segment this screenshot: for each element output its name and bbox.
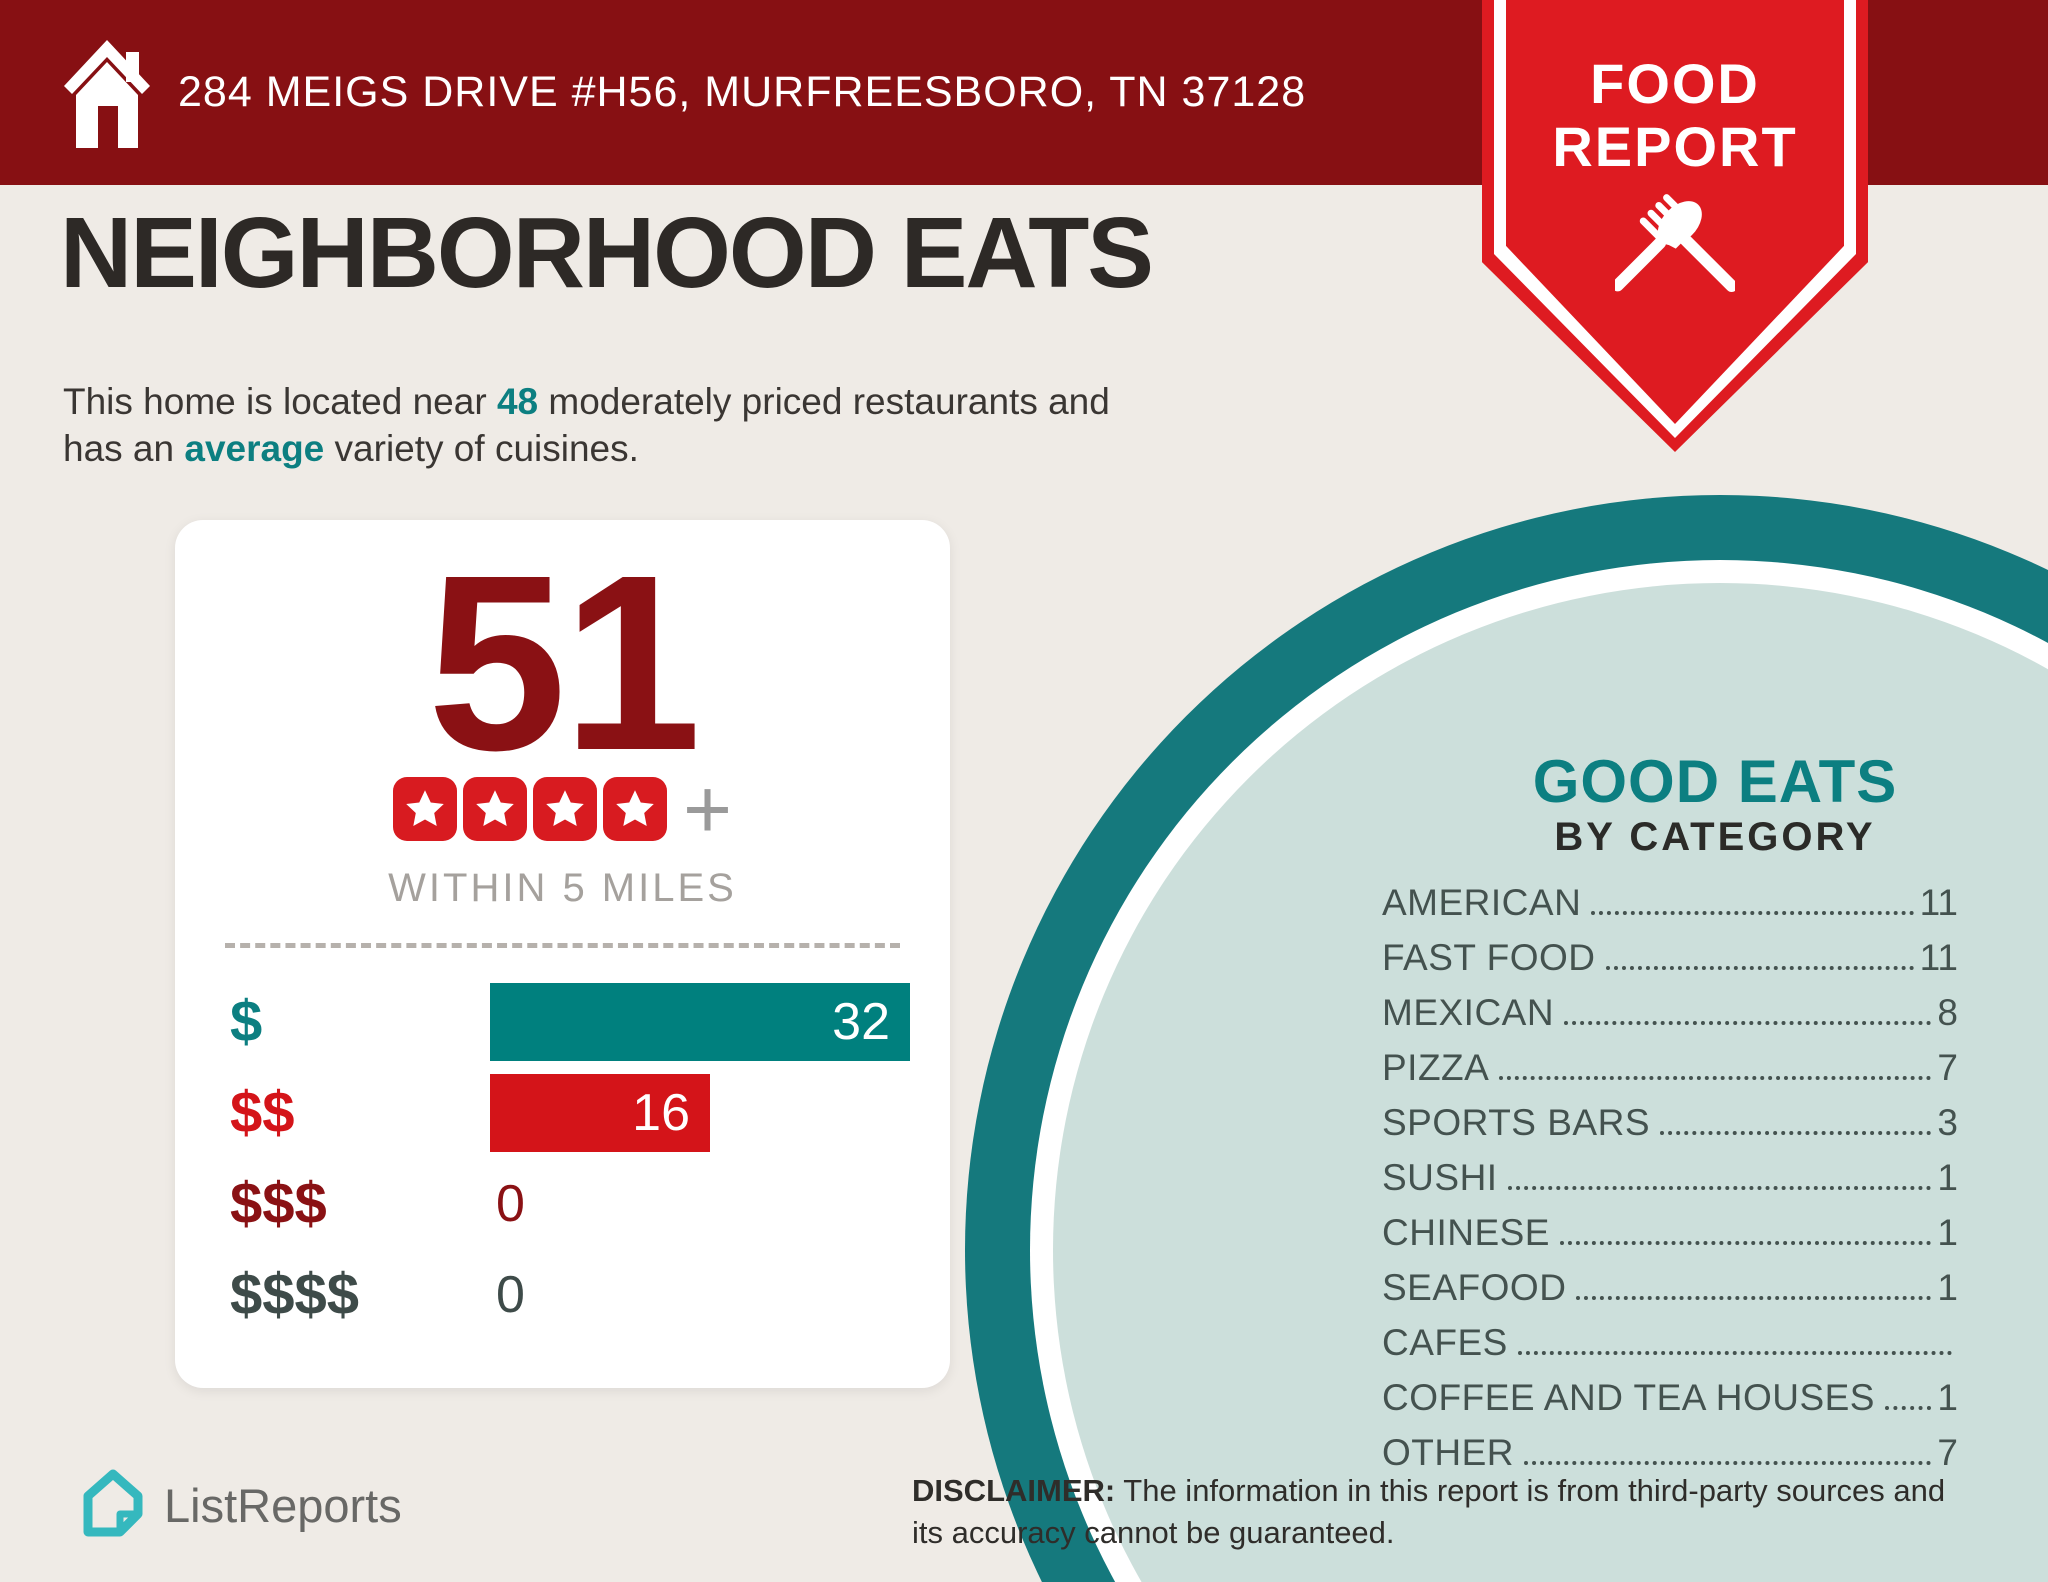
category-row: PIZZA 7 (1382, 1047, 1958, 1102)
price-tier-label: $$ (230, 1080, 295, 1145)
category-count: 7 (1937, 1047, 1958, 1088)
dotted-leader (1660, 1131, 1932, 1135)
good-eats-subtitle: BY CATEGORY (1554, 815, 1876, 859)
category-row: SEAFOOD 1 (1382, 1267, 1958, 1322)
category-label: CHINESE (1382, 1212, 1550, 1253)
dotted-leader (1507, 1186, 1932, 1190)
home-icon (64, 40, 150, 148)
page-subtitle: This home is located near 48 moderately … (63, 378, 1143, 472)
page-title: NEIGHBORHOOD EATS (60, 197, 1154, 309)
category-count: 7 (1937, 1432, 1958, 1473)
bar-area: 16 (490, 1073, 950, 1152)
listreports-logo-text: ListReports (164, 1478, 402, 1532)
category-count: 1 (1937, 1157, 1958, 1198)
disclaimer: DISCLAIMER: The information in this repo… (912, 1470, 1972, 1554)
bar-area: 32 (490, 982, 950, 1061)
category-label: FAST FOOD (1382, 937, 1596, 978)
dotted-leader (1576, 1296, 1932, 1300)
subtitle-text: moderately priced restaurants and (538, 381, 1110, 422)
category-label: SEAFOOD (1382, 1267, 1567, 1308)
price-row: $$$$ 0 (175, 1249, 950, 1340)
bar-value: 16 (632, 1083, 690, 1142)
bar-value: 32 (832, 992, 890, 1051)
bar-value-zero: 0 (496, 1265, 525, 1324)
category-row: AMERICAN 11 (1382, 882, 1958, 937)
yelp-star-icon (392, 777, 457, 841)
fork-and-spoon-icon (1615, 194, 1735, 293)
category-label: CAFES (1382, 1322, 1508, 1363)
category-count: 1 (1937, 1212, 1958, 1253)
category-row: FAST FOOD 11 (1382, 937, 1958, 992)
category-count: 11 (1919, 882, 1958, 923)
dashed-divider (225, 943, 900, 948)
listreports-house-icon (83, 1469, 143, 1537)
dotted-leader (1591, 911, 1914, 915)
subtitle-text: has an (63, 428, 185, 469)
bar-dollar-dollar: 16 (490, 1073, 710, 1152)
category-label: SUSHI (1382, 1157, 1498, 1198)
price-tier-label: $ (230, 989, 263, 1054)
category-count: 8 (1937, 992, 1958, 1033)
food-report-ribbon: FOOD REPORT (1482, 0, 1868, 452)
category-row: SPORTS BARS 3 (1382, 1102, 1958, 1157)
category-count: 3 (1937, 1102, 1958, 1143)
category-row: CAFES (1382, 1322, 1958, 1377)
price-row: $$ 16 (175, 1067, 950, 1158)
yelp-star-icon (602, 777, 667, 841)
dotted-leader (1524, 1461, 1932, 1465)
category-label: PIZZA (1382, 1047, 1490, 1088)
dotted-leader (1605, 966, 1914, 970)
disclaimer-text: The information in this report is from t… (912, 1473, 1946, 1550)
property-address: 284 MEIGS DRIVE #H56, MURFREESBORO, TN 3… (178, 68, 1307, 116)
category-row: OTHER 7 (1382, 1432, 1958, 1487)
category-count: 11 (1919, 937, 1958, 978)
rating-row: + (175, 762, 950, 856)
dotted-leader (1559, 1241, 1932, 1245)
category-label: AMERICAN (1382, 882, 1582, 923)
ribbon-title: FOOD REPORT (1482, 52, 1868, 178)
ribbon-title-line1: FOOD (1590, 52, 1760, 115)
dotted-leader (1564, 1021, 1932, 1025)
dotted-leader (1499, 1076, 1932, 1080)
yelp-star-icon (462, 777, 527, 841)
category-label: OTHER (1382, 1432, 1514, 1473)
category-label: MEXICAN (1382, 992, 1555, 1033)
bar-value-zero: 0 (496, 1174, 525, 1233)
dotted-leader (1884, 1406, 1932, 1410)
category-row: CHINESE 1 (1382, 1212, 1958, 1267)
category-list: AMERICAN 11 FAST FOOD 11 MEXICAN 8 PIZZA… (1382, 882, 1958, 1487)
listreports-logo: ListReports (80, 1468, 402, 1542)
price-tier-label: $$$$ (230, 1262, 360, 1327)
variety-highlight: average (184, 428, 325, 469)
within-miles-label: WITHIN 5 MILES (388, 866, 737, 910)
good-eats-title: GOOD EATS (1532, 748, 1898, 815)
restaurant-summary-card: 51 + WITHIN 5 MILES $ 32 $$ 16 (175, 520, 950, 1388)
subtitle-text: This home is located near (63, 381, 497, 422)
category-count: 1 (1937, 1267, 1958, 1308)
price-tier-bar-chart: $ 32 $$ 16 $$$ 0 (175, 976, 950, 1340)
bar-dollar: 32 (490, 982, 910, 1061)
star-rating (392, 777, 667, 841)
bar-area: 0 (490, 1256, 950, 1334)
dotted-leader (1517, 1351, 1952, 1355)
restaurant-count: 51 (427, 523, 701, 802)
subtitle-text: variety of cuisines. (324, 428, 639, 469)
category-label: SPORTS BARS (1382, 1102, 1651, 1143)
price-row: $$$ 0 (175, 1158, 950, 1249)
restaurant-count-highlight: 48 (496, 381, 539, 422)
plus-sign: + (682, 762, 733, 856)
category-count: 1 (1937, 1377, 1958, 1418)
bar-area: 0 (490, 1165, 950, 1243)
category-row: COFFEE AND TEA HOUSES 1 (1382, 1377, 1958, 1432)
price-row: $ 32 (175, 976, 950, 1067)
category-row: MEXICAN 8 (1382, 992, 1958, 1047)
ribbon-title-line2: REPORT (1552, 115, 1798, 178)
category-row: SUSHI 1 (1382, 1157, 1958, 1212)
category-label: COFFEE AND TEA HOUSES (1382, 1377, 1875, 1418)
yelp-star-icon (532, 777, 597, 841)
disclaimer-label: DISCLAIMER: (912, 1473, 1116, 1508)
price-tier-label: $$$ (230, 1171, 327, 1236)
